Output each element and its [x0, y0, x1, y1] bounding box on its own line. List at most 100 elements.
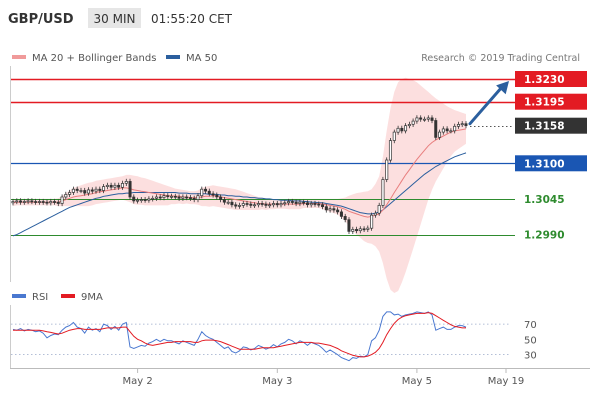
candle-up — [456, 124, 460, 127]
candle-down — [222, 199, 226, 203]
candle-up — [237, 205, 241, 207]
candle-down — [362, 228, 366, 231]
candle-down — [294, 201, 298, 204]
projection-arrow-shaft — [468, 85, 504, 126]
candlesticks — [11, 115, 468, 234]
candle-down — [245, 203, 249, 205]
level-tag-text-1.3230: 1.3230 — [524, 74, 565, 86]
candle-down — [204, 188, 208, 192]
candle-up — [328, 208, 332, 211]
candle-up — [94, 188, 98, 192]
level-tag-text-1.3158: 1.3158 — [524, 121, 565, 133]
ma50-legend-label: MA 50 — [186, 53, 217, 64]
candle-down — [173, 195, 177, 198]
candle-down — [30, 200, 34, 203]
time-label-2: May 5 — [402, 376, 432, 387]
candle-down — [45, 201, 49, 204]
candle-up — [438, 131, 442, 138]
candle-up — [377, 205, 381, 214]
candle-down — [53, 201, 57, 203]
candle-up — [388, 140, 392, 161]
rsi-ma-line — [13, 312, 466, 358]
rsi-tick-30: 30 — [524, 351, 537, 362]
projection-arrow — [468, 81, 509, 126]
candle-down — [188, 197, 192, 199]
candle-up — [226, 201, 230, 204]
level-tag-text-1.3195: 1.3195 — [524, 97, 565, 109]
candle-up — [136, 199, 140, 202]
candle-up — [407, 124, 411, 127]
candle-up — [460, 123, 464, 126]
candle-up — [309, 203, 313, 206]
candle-up — [60, 196, 64, 204]
rsi-legend: RSI 9MA — [12, 292, 103, 303]
candle-up — [449, 130, 453, 133]
support-label-1.3045: 1.3045 — [524, 194, 565, 206]
time-label-0: May 2 — [122, 376, 152, 387]
candle-up — [11, 201, 15, 204]
candle-up — [287, 201, 291, 204]
candle-up — [415, 117, 419, 122]
time-label-3: May 19 — [488, 376, 525, 387]
candle-down — [192, 197, 196, 200]
price-levels — [11, 78, 515, 236]
candle-down — [90, 189, 94, 192]
candle-down — [332, 208, 336, 211]
rsi-tick-50: 50 — [524, 335, 537, 346]
candle-up — [124, 181, 128, 184]
candle-down — [75, 188, 79, 191]
rsi-series — [12, 311, 467, 362]
candle-down — [464, 123, 468, 126]
rsi-gridlines: 70 50 30 — [11, 320, 537, 362]
candle-down — [430, 117, 434, 121]
candle-up — [102, 186, 106, 191]
candle-up — [105, 184, 109, 187]
candle-up — [453, 125, 457, 132]
candle-up — [268, 204, 272, 207]
candle-up — [404, 125, 408, 132]
candle-up — [411, 120, 415, 125]
candle-up — [200, 188, 204, 197]
candle-down — [290, 201, 294, 203]
projection-arrow-head — [496, 81, 509, 95]
rsi-ma-legend-label: 9MA — [81, 292, 103, 303]
candle-up — [426, 117, 430, 120]
rsi-panel: 70 50 30 — [10, 305, 537, 368]
candle-down — [132, 196, 136, 202]
candle-down — [98, 188, 102, 191]
candle-up — [396, 127, 400, 133]
candle-down — [34, 201, 38, 203]
candle-down — [264, 203, 268, 206]
candle-up — [271, 203, 275, 206]
candle-down — [302, 201, 306, 204]
candle-down — [207, 190, 211, 195]
candle-down — [355, 229, 359, 232]
candle-up — [151, 197, 155, 200]
candle-down — [109, 184, 113, 188]
bollinger-band-fill — [13, 77, 466, 293]
candle-up — [366, 227, 370, 230]
candle-down — [347, 219, 351, 232]
candle-up — [170, 195, 174, 198]
candle-up — [49, 201, 53, 204]
candle-down — [211, 193, 215, 196]
candle-down — [177, 196, 181, 199]
candle-up — [279, 203, 283, 206]
candle-up — [256, 203, 260, 206]
level-tag-1.3195 — [515, 93, 587, 110]
timeframe-badge[interactable] — [88, 8, 141, 28]
candle-down — [143, 199, 147, 201]
candle-up — [71, 188, 75, 193]
candle-down — [215, 194, 219, 198]
candle-up — [381, 179, 385, 206]
candle-down — [83, 190, 87, 194]
level-tag-1.3158 — [515, 117, 587, 134]
bollinger-bands — [13, 77, 466, 293]
candle-up — [120, 183, 124, 188]
research-credit: Research © 2019 Trading Central — [421, 53, 580, 64]
candle-up — [441, 128, 445, 133]
candle-up — [241, 203, 245, 206]
ma20-legend-label: MA 20 + Bollinger Bands — [32, 53, 156, 64]
candle-down — [339, 211, 343, 217]
